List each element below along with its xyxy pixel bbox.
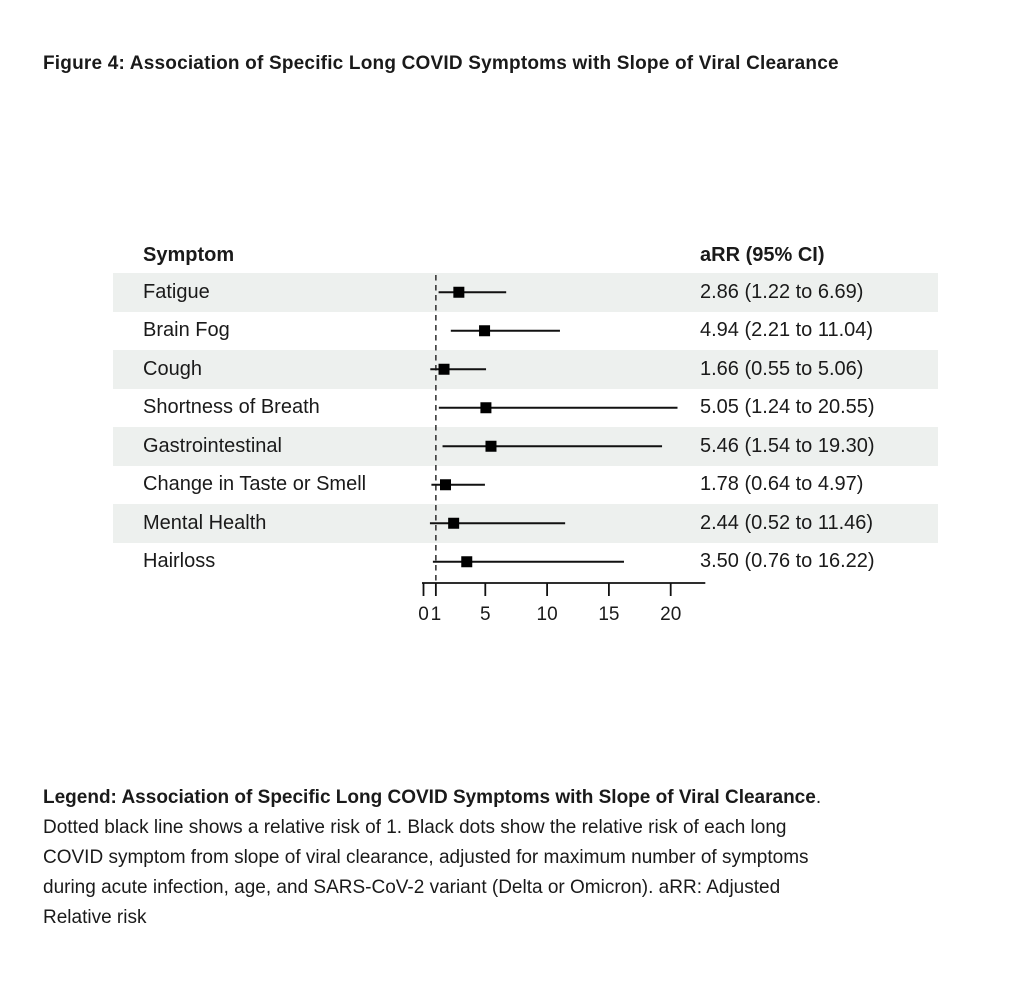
caption-heading-line: Legend: Association of Specific Long COV… [43,783,993,813]
symptom-label: Hairloss [143,550,216,573]
forest-plot-figure: Symptom aRR (95% CI) Fatigue 2.86 (1.22 t… [113,238,938,638]
symptom-column-header: Symptom [143,244,235,266]
table-row: Hairloss 3.50 (0.76 to 16.22) [113,543,938,582]
figure-title: Figure 4: Association of Specific Long C… [43,53,839,74]
caption-heading-bold: Legend: Association of Specific Long COV… [43,787,816,808]
x-tick-label: 0 [418,604,429,625]
table-row: Shortness of Breath 5.05 (1.24 to 20.55) [113,389,938,428]
arr-value: 5.46 (1.54 to 19.30) [700,434,875,457]
x-tick-label: 10 [537,604,558,625]
symptom-label: Fatigue [143,280,210,303]
arr-value: 2.44 (0.52 to 11.46) [700,511,874,534]
table-row: Gastrointestinal 5.46 (1.54 to 19.30) [113,427,938,466]
symptom-label: Cough [143,357,202,380]
caption-line: Dotted black line shows a relative risk … [43,817,787,838]
table-row: Cough 1.66 (0.55 to 5.06) [113,350,938,389]
table-row: Mental Health 2.44 (0.52 to 11.46) [113,504,938,543]
table-row: Fatigue 2.86 (1.22 to 6.69) [113,273,938,312]
symptom-label: Change in Taste or Smell [143,473,367,496]
table-row: Change in Taste or Smell 1.78 (0.64 to 4.… [113,466,938,505]
arr-value: 5.05 (1.24 to 20.55) [700,396,875,419]
x-tick-label: 1 [431,604,442,625]
x-tick-label: 5 [480,604,491,625]
symptom-label: Shortness of Breath [143,396,320,419]
caption-line: COVID symptom from slope of viral cleara… [43,847,809,868]
arr-value: 1.78 (0.64 to 4.97) [700,473,864,496]
arr-value: 3.50 (0.76 to 16.22) [700,550,875,573]
arr-value: 4.94 (2.21 to 11.04) [700,319,874,342]
symptom-label: Mental Health [143,511,267,534]
figure-caption: Legend: Association of Specific Long COV… [43,783,993,933]
symptom-label: Gastrointestinal [143,434,282,457]
arr-value: 1.66 (0.55 to 5.06) [700,357,864,380]
caption-heading-tail: . [815,787,822,808]
x-tick-label: 20 [660,604,681,625]
table-header-row: Symptom aRR (95% CI) [113,238,938,273]
caption-line: during acute infection, age, and SARS-Co… [43,877,781,898]
symptom-label: Brain Fog [143,319,230,342]
x-tick-label: 15 [598,604,619,625]
arr-value: 2.86 (1.22 to 6.69) [700,280,864,303]
table-row: Brain Fog 4.94 (2.21 to 11.04) [113,312,938,351]
arr-column-header: aRR (95% CI) [700,244,825,266]
caption-line: Relative risk [43,907,147,928]
